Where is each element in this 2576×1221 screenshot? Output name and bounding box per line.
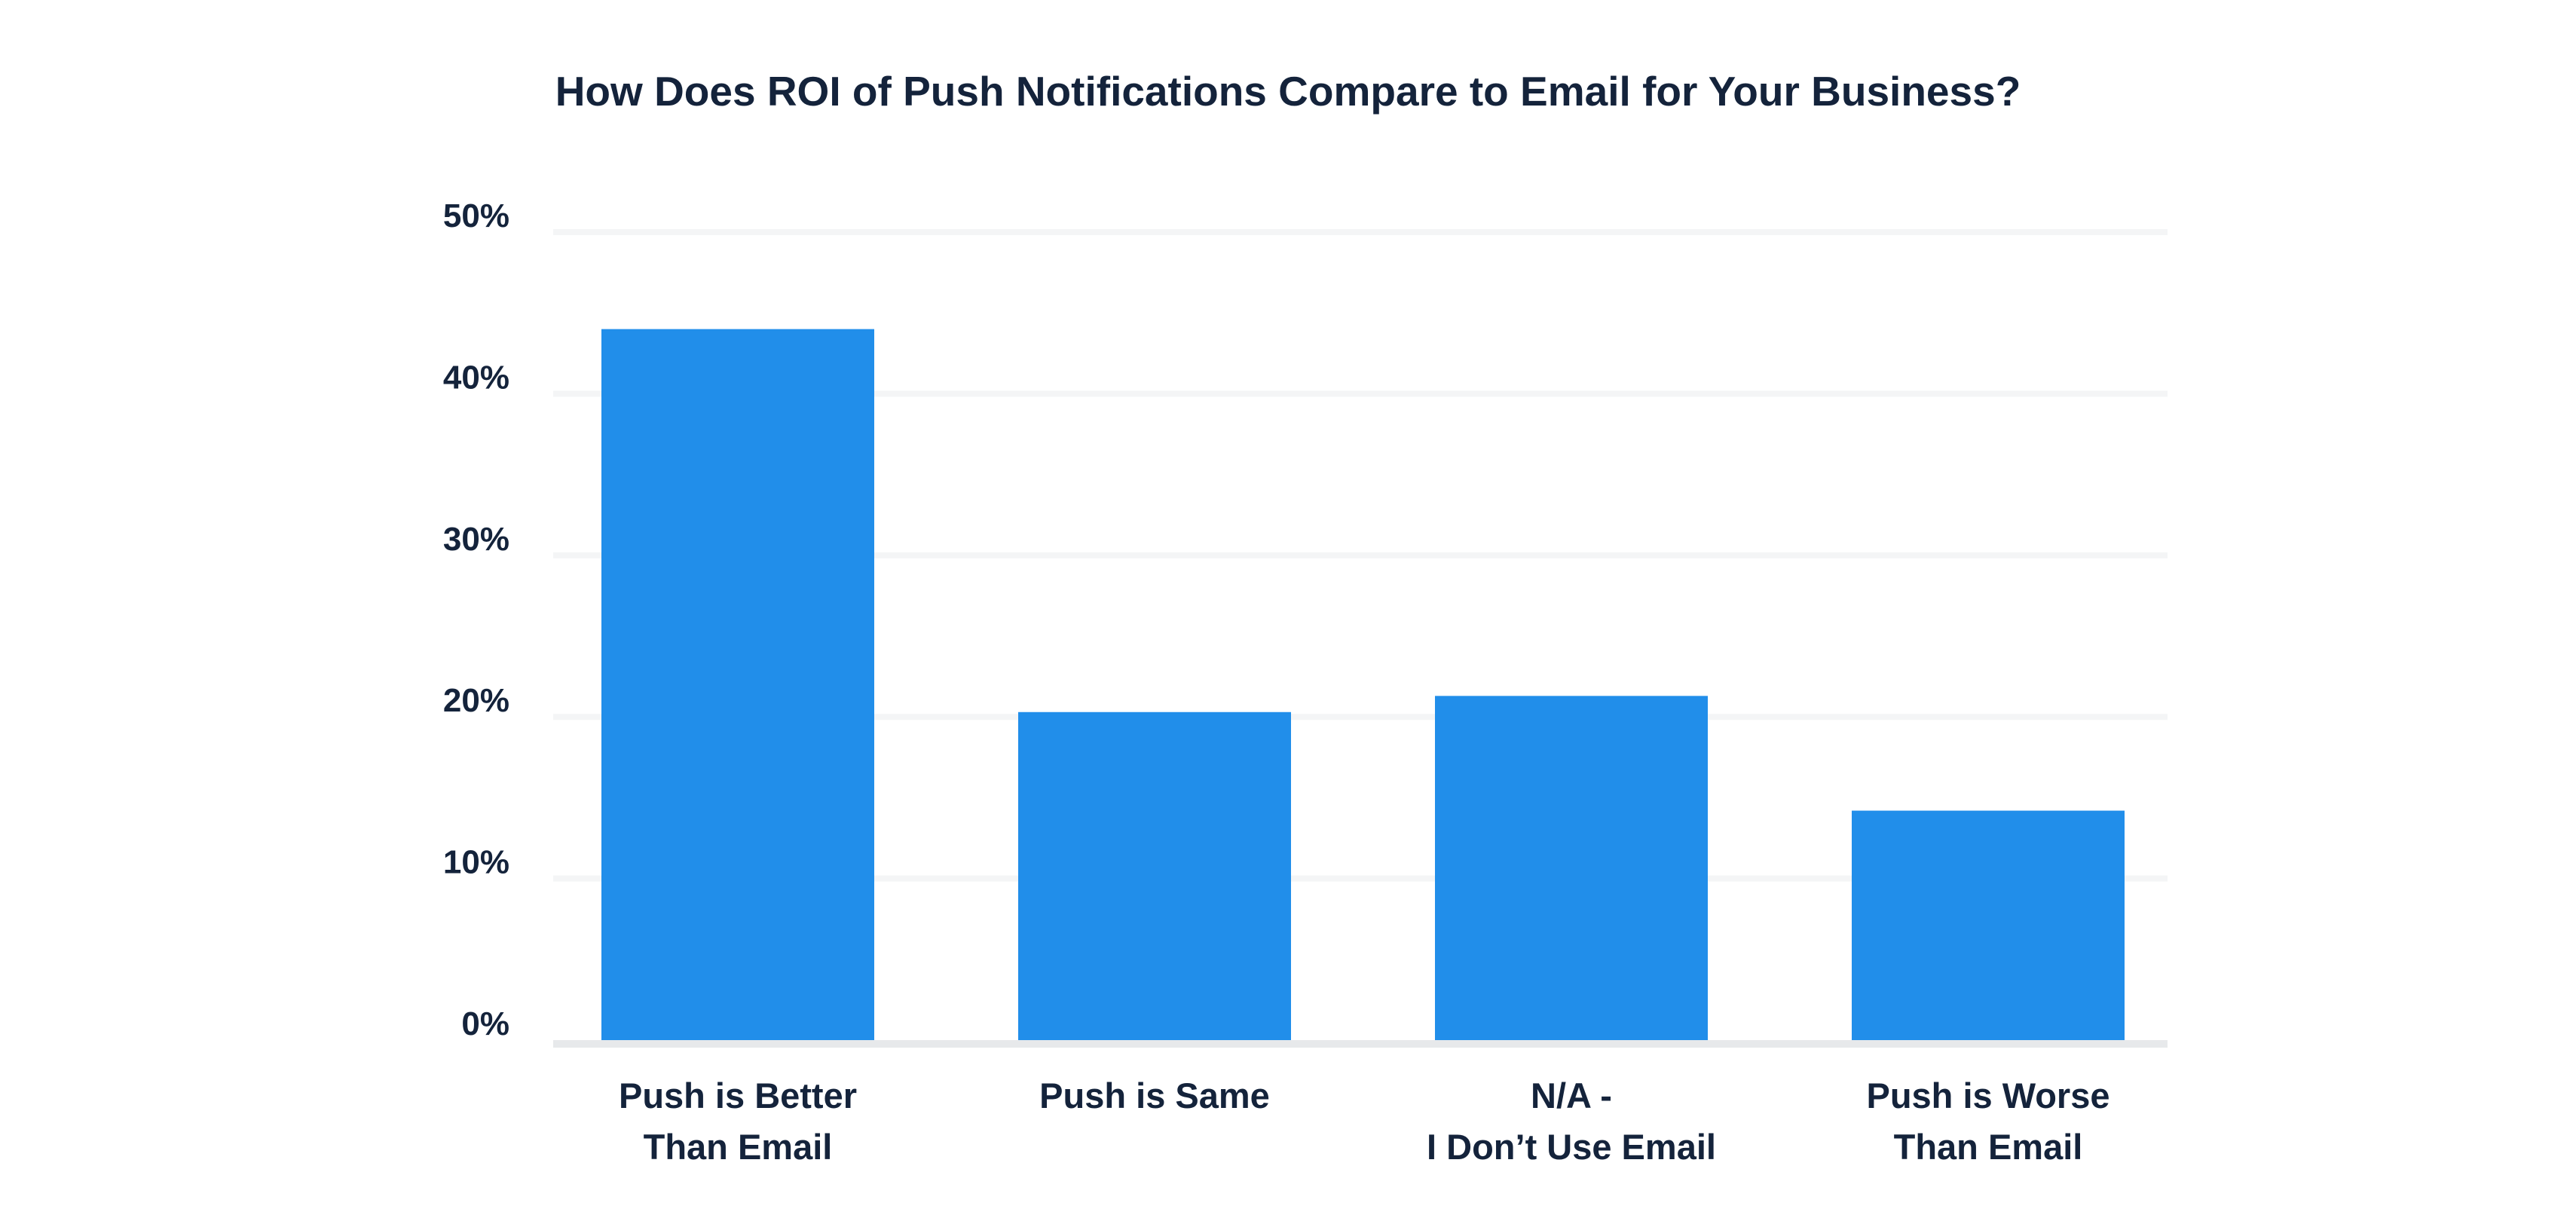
bar: [1435, 696, 1708, 1040]
bar: [601, 329, 874, 1040]
gridline: [553, 552, 2168, 558]
gridline: [553, 875, 2168, 882]
x-axis-line: [553, 1040, 2168, 1048]
x-tick-label: Push is Worse: [1866, 1076, 2109, 1115]
y-tick-label: 0%: [461, 1005, 509, 1042]
x-tick-label: Than Email: [644, 1127, 833, 1167]
x-axis-labels: Push is Better Than Email Push is Same N/A …: [619, 1076, 2110, 1167]
y-tick-label: 30%: [443, 521, 509, 558]
x-tick-label: Push is Better: [619, 1076, 857, 1115]
y-tick-label: 20%: [443, 682, 509, 719]
x-tick-label: I Don’t Use Email: [1427, 1127, 1716, 1167]
gridline: [553, 229, 2168, 235]
y-tick-label: 50%: [443, 197, 509, 234]
y-tick-label: 10%: [443, 844, 509, 881]
x-axis: [553, 1040, 2168, 1048]
x-tick-label: Push is Same: [1039, 1076, 1270, 1115]
x-tick-label: Than Email: [1894, 1127, 2083, 1167]
y-tick-label: 40%: [443, 359, 509, 396]
y-axis-ticks: 0% 10% 20% 30% 40% 50%: [443, 197, 509, 1042]
bar: [1018, 711, 1291, 1040]
chart-title: How Does ROI of Push Notifications Compa…: [555, 68, 2021, 115]
bars: [601, 329, 2125, 1040]
bar: [1852, 810, 2125, 1040]
gridline: [553, 390, 2168, 397]
x-tick-label: N/A -: [1531, 1076, 1612, 1115]
gridlines: [553, 229, 2168, 882]
gridline: [553, 714, 2168, 721]
